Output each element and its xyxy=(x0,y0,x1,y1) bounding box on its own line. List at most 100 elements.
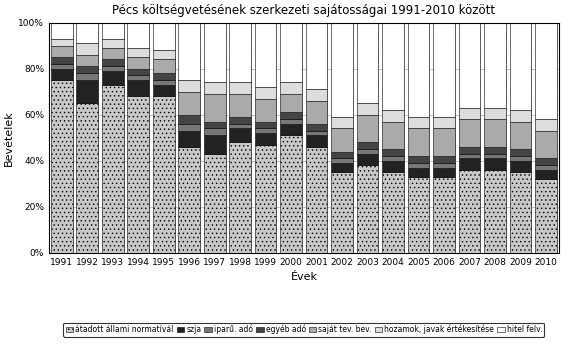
Bar xyxy=(76,43,98,55)
Bar xyxy=(178,23,200,80)
Bar xyxy=(510,156,532,161)
Bar xyxy=(204,82,226,94)
Bar xyxy=(280,119,302,124)
Bar xyxy=(76,103,98,253)
Bar xyxy=(382,122,404,149)
Bar xyxy=(408,168,430,177)
Bar xyxy=(459,170,481,253)
Bar xyxy=(331,159,353,163)
Bar xyxy=(459,159,481,170)
Bar xyxy=(280,135,302,253)
Bar xyxy=(484,108,506,119)
Bar xyxy=(382,110,404,122)
Bar xyxy=(535,119,557,131)
Bar xyxy=(535,159,557,165)
Bar xyxy=(280,82,302,94)
Bar xyxy=(433,163,455,168)
Bar xyxy=(331,117,353,129)
Bar xyxy=(127,76,149,80)
Bar xyxy=(357,154,379,165)
Bar xyxy=(76,55,98,66)
Bar xyxy=(51,69,72,80)
Bar xyxy=(153,73,174,80)
Bar xyxy=(229,142,251,253)
Bar xyxy=(229,117,251,124)
Bar xyxy=(102,48,123,59)
Bar xyxy=(382,172,404,253)
Bar xyxy=(153,23,174,50)
Bar xyxy=(229,94,251,117)
Bar xyxy=(484,154,506,159)
Bar xyxy=(459,147,481,154)
Bar xyxy=(535,131,557,159)
Bar xyxy=(178,80,200,92)
Bar xyxy=(76,66,98,73)
Bar xyxy=(229,23,251,82)
X-axis label: Évek: Évek xyxy=(291,272,317,282)
Bar xyxy=(331,172,353,253)
Bar xyxy=(280,94,302,112)
Bar xyxy=(382,23,404,110)
Bar xyxy=(153,59,174,73)
Bar xyxy=(76,73,98,80)
Bar xyxy=(459,154,481,159)
Bar xyxy=(433,177,455,253)
Bar xyxy=(204,23,226,82)
Bar xyxy=(178,124,200,131)
Bar xyxy=(331,163,353,172)
Bar xyxy=(204,154,226,253)
Bar xyxy=(51,57,72,64)
Bar xyxy=(408,163,430,168)
Bar xyxy=(357,23,379,103)
Bar xyxy=(459,108,481,119)
Bar xyxy=(127,57,149,69)
Bar xyxy=(331,151,353,159)
Bar xyxy=(331,129,353,151)
Bar xyxy=(51,45,72,57)
Bar xyxy=(306,89,328,101)
Bar xyxy=(178,115,200,124)
Bar xyxy=(255,122,277,129)
Bar xyxy=(510,110,532,122)
Bar xyxy=(306,23,328,89)
Bar xyxy=(229,82,251,94)
Bar xyxy=(484,119,506,147)
Bar xyxy=(433,168,455,177)
Y-axis label: Bevételek: Bevételek xyxy=(4,110,14,166)
Bar xyxy=(153,85,174,96)
Bar xyxy=(510,149,532,156)
Bar xyxy=(357,142,379,149)
Bar xyxy=(255,129,277,133)
Bar xyxy=(306,135,328,147)
Bar xyxy=(306,131,328,135)
Bar xyxy=(382,156,404,161)
Legend: átadott állami normatívál, szja, iparű. adó, egyéb adó, saját tev. bev., hozamok: átadott állami normatívál, szja, iparű. … xyxy=(63,323,544,337)
Bar xyxy=(204,135,226,154)
Bar xyxy=(102,23,123,39)
Bar xyxy=(153,80,174,85)
Bar xyxy=(102,85,123,253)
Bar xyxy=(510,172,532,253)
Bar xyxy=(510,122,532,149)
Bar xyxy=(127,69,149,76)
Bar xyxy=(510,161,532,172)
Bar xyxy=(433,129,455,156)
Bar xyxy=(280,124,302,135)
Bar xyxy=(255,98,277,122)
Bar xyxy=(535,170,557,179)
Bar xyxy=(535,179,557,253)
Bar xyxy=(306,124,328,131)
Bar xyxy=(408,129,430,156)
Bar xyxy=(357,165,379,253)
Title: Pécs költségvetésének szerkezeti sajátosságai 1991-2010 között: Pécs költségvetésének szerkezeti sajátos… xyxy=(112,4,496,17)
Bar xyxy=(51,64,72,69)
Bar xyxy=(153,96,174,253)
Bar xyxy=(408,117,430,129)
Bar xyxy=(459,119,481,147)
Bar xyxy=(357,149,379,154)
Bar xyxy=(535,165,557,170)
Bar xyxy=(357,103,379,115)
Bar xyxy=(204,122,226,129)
Bar xyxy=(433,117,455,129)
Bar xyxy=(102,66,123,71)
